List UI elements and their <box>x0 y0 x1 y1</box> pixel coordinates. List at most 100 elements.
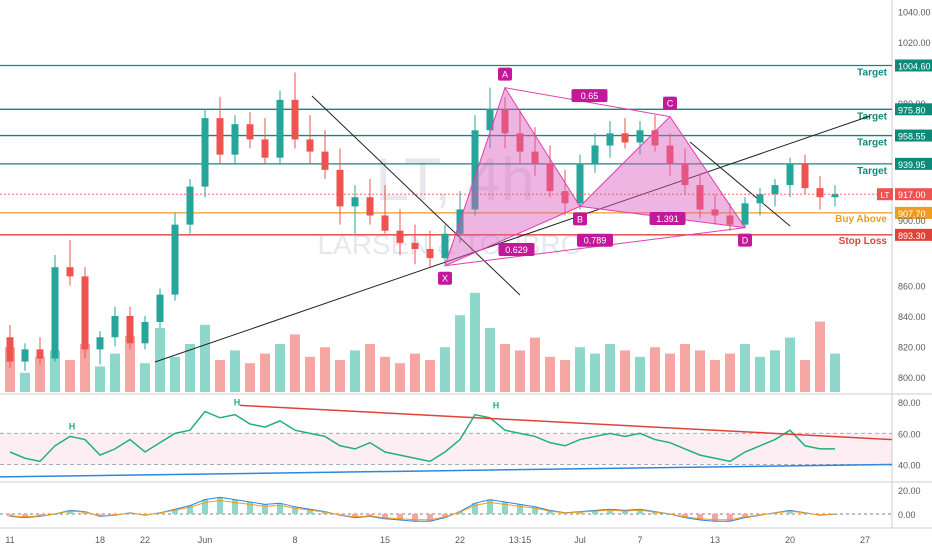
volume-bar <box>215 360 225 392</box>
candle-body <box>441 233 449 259</box>
volume-bar <box>605 344 615 392</box>
x-tick-label: 11 <box>5 535 14 545</box>
macd-bar <box>742 514 748 518</box>
volume-bar <box>140 363 150 392</box>
candle-body <box>816 188 824 198</box>
macd-bar <box>472 503 478 514</box>
candle-body <box>636 130 644 143</box>
x-tick-label: 8 <box>292 535 297 545</box>
x-tick-label: Jul <box>574 535 586 545</box>
macd-bar <box>277 503 283 514</box>
volume-bar <box>485 328 495 392</box>
rsi-tick-label: 60.00 <box>898 429 921 439</box>
level-label: Target <box>857 166 887 177</box>
pattern-point-badge <box>438 271 452 285</box>
candle-body <box>186 186 194 225</box>
level-price-tag <box>895 206 932 219</box>
macd-bar <box>307 509 313 514</box>
macd-bar <box>292 506 298 514</box>
pattern-ratio-label: 0.789 <box>584 236 607 246</box>
candle-body <box>36 349 44 359</box>
pattern-point-badge <box>498 67 512 81</box>
volume-bar <box>260 353 270 392</box>
macd-bar <box>382 514 388 519</box>
pattern-ratio-label: 0.65 <box>581 91 599 101</box>
level-price-tag <box>895 157 932 170</box>
level-label: Target <box>857 111 887 122</box>
candle-body <box>321 151 329 170</box>
pattern-ratio-badge <box>571 89 608 103</box>
candle-body <box>531 151 539 164</box>
volume-bar <box>5 347 15 392</box>
candle-body <box>696 185 704 210</box>
volume-bar <box>530 337 540 392</box>
y-tick-label: 840.00 <box>898 312 926 322</box>
macd-bar <box>397 514 403 520</box>
level-label: Target <box>857 67 887 78</box>
pattern-point-badge <box>573 212 587 226</box>
volume-bar <box>695 350 705 392</box>
candle-body <box>366 197 374 216</box>
volume-bar <box>650 347 660 392</box>
macd-bar <box>637 509 643 514</box>
macd-line <box>9 496 836 522</box>
candle-body <box>786 163 794 186</box>
x-tick-label: 22 <box>140 535 150 545</box>
pattern-ratio-badge <box>498 243 535 257</box>
macd-bar <box>352 514 358 518</box>
macd-bar <box>37 514 43 517</box>
volume-bar <box>95 366 105 392</box>
last-price-tag <box>895 188 932 201</box>
volume-bar <box>185 344 195 392</box>
volume-bar <box>710 360 720 392</box>
trend-line <box>689 141 791 227</box>
volume-bar <box>470 292 480 392</box>
rsi-tick-label: 80.00 <box>898 398 921 408</box>
pattern-point-label: X <box>442 274 448 284</box>
candle-body <box>516 133 524 152</box>
volume-bar <box>335 360 345 392</box>
macd-bar <box>712 514 718 522</box>
macd-bar <box>82 511 88 514</box>
candle-body <box>801 163 809 189</box>
level-price-tag-text: 939.95 <box>898 160 926 170</box>
pattern-point-label: C <box>667 99 674 109</box>
macd-bar <box>682 514 688 518</box>
level-price-tag <box>895 59 932 72</box>
candle-body <box>81 276 89 350</box>
volume-bar <box>410 353 420 392</box>
macd-bar <box>652 511 658 514</box>
volume-bar <box>725 353 735 392</box>
volume-bar <box>590 353 600 392</box>
macd-bar <box>787 510 793 514</box>
macd-bar <box>457 511 463 514</box>
level-price-tag <box>895 103 932 116</box>
level-price-tag-text: 1004.60 <box>898 61 931 71</box>
volume-bar <box>830 353 840 392</box>
candle-body <box>486 108 494 131</box>
candle-body <box>261 139 269 158</box>
volume-bar <box>65 360 75 392</box>
macd-bar <box>7 514 13 517</box>
x-tick-label: 13:15 <box>509 535 532 545</box>
candle-body <box>336 169 344 207</box>
volume-bar <box>320 347 330 392</box>
candle-body <box>66 267 74 277</box>
macd-bar <box>487 499 493 514</box>
rsi-line <box>9 410 835 463</box>
macd-tick-label: 0.00 <box>898 510 916 520</box>
macd-bar <box>532 506 538 514</box>
pattern-point-badge <box>738 233 752 247</box>
macd-bar <box>607 509 613 514</box>
volume-bar <box>290 334 300 392</box>
candle-body <box>231 124 239 155</box>
candle-body <box>546 163 554 192</box>
candle-body <box>666 145 674 164</box>
macd-bar <box>697 514 703 520</box>
macd-bar <box>622 510 628 514</box>
macd-bar <box>727 514 733 522</box>
macd-bar <box>172 509 178 514</box>
pattern-ratio-label: 1.391 <box>656 214 679 224</box>
